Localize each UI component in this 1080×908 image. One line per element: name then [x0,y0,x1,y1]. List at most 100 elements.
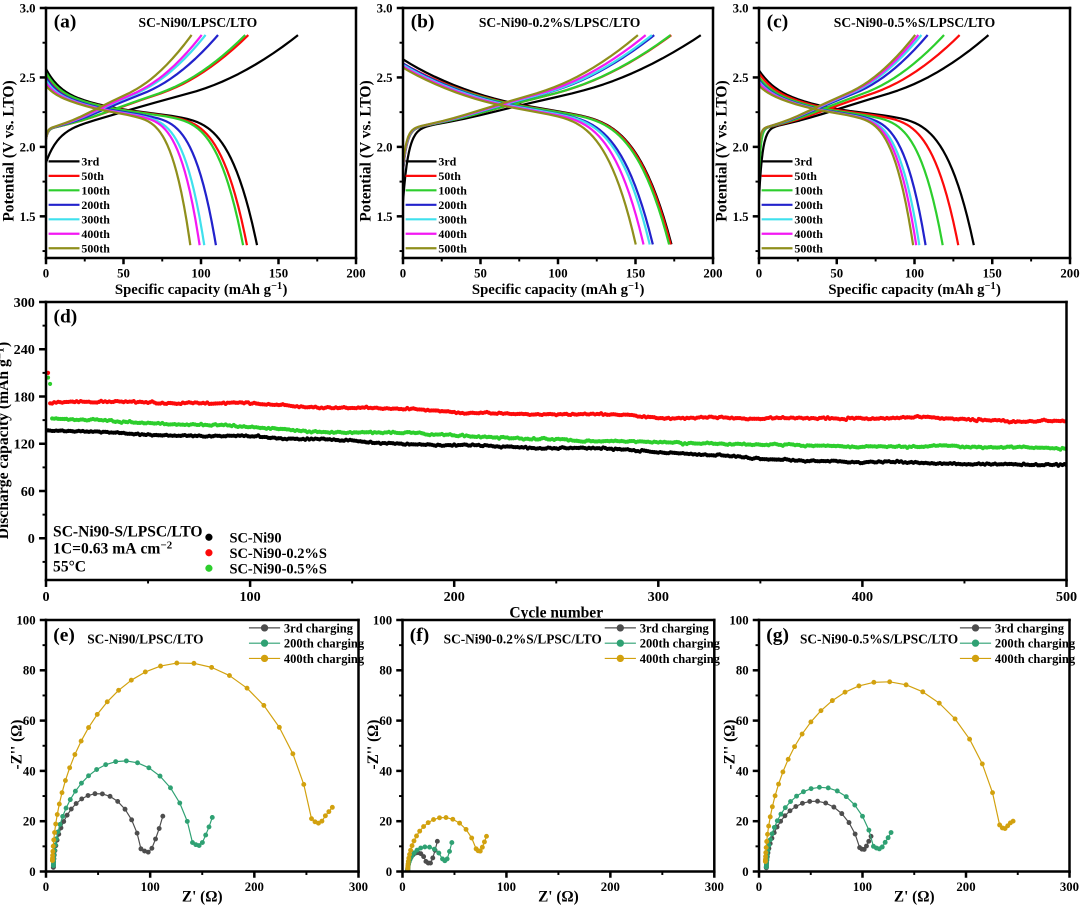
svg-text:200: 200 [346,266,365,280]
svg-text:Potential (V vs. LTO): Potential (V vs. LTO) [1,80,18,221]
svg-text:(f): (f) [410,625,429,646]
svg-text:100th: 100th [438,184,467,198]
svg-text:S p e c: S p e c i f i c c a p a c i t y ( m A h [828,269,1006,299]
svg-text:100: 100 [16,613,35,627]
svg-text:400th charging: 400th charging [284,652,365,666]
svg-text:200: 200 [444,589,465,605]
svg-text:3.0: 3.0 [733,1,749,15]
svg-text:300th: 300th [438,212,467,226]
svg-text:100th: 100th [794,184,823,198]
svg-text:SC-Ni90-S/LPSC/LTO: SC-Ni90-S/LPSC/LTO [53,523,202,540]
svg-text:1.5: 1.5 [733,210,749,224]
svg-text:100: 100 [548,266,567,280]
svg-text:300: 300 [705,880,724,894]
svg-text:0: 0 [42,589,49,605]
svg-text:SC-Ni90-0.2%S: SC-Ni90-0.2%S [229,546,326,562]
svg-text:SC-Ni90: SC-Ni90 [229,530,281,546]
svg-text:100: 100 [239,589,260,605]
svg-text:0: 0 [756,880,762,894]
svg-text:300: 300 [349,880,368,894]
svg-text:150: 150 [626,266,645,280]
svg-text:200th charging: 200th charging [640,637,721,651]
svg-text:200th: 200th [438,198,467,212]
svg-text:400: 400 [852,589,873,605]
svg-text:S p e c: S p e c i f i c c a p a c i t y ( m A h [115,269,293,299]
svg-text:2.0: 2.0 [733,140,749,154]
svg-text:400th: 400th [438,227,467,241]
svg-text:3rd charging: 3rd charging [640,621,710,635]
svg-text:80: 80 [23,664,36,678]
svg-text:80: 80 [379,664,392,678]
svg-text:500th: 500th [438,241,467,255]
svg-text:20: 20 [736,815,749,829]
svg-text:0: 0 [386,865,392,879]
svg-text:40: 40 [736,764,749,778]
svg-text:(g): (g) [766,625,789,646]
svg-text:100: 100 [141,880,160,894]
svg-text:60: 60 [379,714,392,728]
svg-text:100: 100 [191,266,210,280]
svg-text:SC-Ni90-0.5%S: SC-Ni90-0.5%S [229,561,326,577]
svg-text:Z' (Ω): Z' (Ω) [538,888,579,905]
svg-text:100: 100 [497,880,516,894]
svg-text:1 C = 0: 1 C = 0 . 6 3 m A c m − 2 [53,528,172,558]
svg-text:SC-Ni90-0.5%S/LPSC/LTO: SC-Ni90-0.5%S/LPSC/LTO [800,631,958,646]
svg-text:3rd charging: 3rd charging [995,621,1065,635]
svg-text:-Z'' (Ω): -Z'' (Ω) [722,720,739,770]
svg-text:Potential (V vs. LTO): Potential (V vs. LTO) [714,80,731,221]
svg-text:200th charging: 200th charging [995,637,1076,651]
svg-text:80: 80 [736,664,749,678]
svg-text:400th: 400th [794,227,823,241]
svg-text:300: 300 [648,589,669,605]
svg-text:Z' (Ω): Z' (Ω) [894,888,935,905]
svg-text:400th charging: 400th charging [640,652,721,666]
svg-text:200th: 200th [81,198,110,212]
svg-text:300: 300 [1060,880,1079,894]
svg-text:-Z'' (Ω): -Z'' (Ω) [365,720,382,770]
svg-text:3rd: 3rd [81,155,99,169]
svg-text:2.0: 2.0 [20,140,36,154]
svg-text:Potential (V vs. LTO): Potential (V vs. LTO) [358,80,375,221]
svg-text:200: 200 [956,880,975,894]
svg-text:3rd: 3rd [438,155,456,169]
svg-text:SC-Ni90-0.2%S/LPSC/LTO: SC-Ni90-0.2%S/LPSC/LTO [444,631,602,646]
svg-text:200th charging: 200th charging [284,637,365,651]
svg-text:20: 20 [379,815,392,829]
svg-text:100th: 100th [81,184,110,198]
svg-text:0: 0 [29,865,35,879]
svg-text:50th: 50th [438,169,461,183]
svg-text:200: 200 [703,266,722,280]
svg-text:400th: 400th [81,227,110,241]
svg-text:500th: 500th [81,241,110,255]
svg-text:400th charging: 400th charging [995,652,1076,666]
svg-text:180: 180 [14,389,35,405]
svg-text:3rd charging: 3rd charging [284,621,354,635]
svg-text:0: 0 [43,266,49,280]
svg-text:SC-Ni90/LPSC/LTO: SC-Ni90/LPSC/LTO [139,15,258,30]
svg-text:0: 0 [399,880,405,894]
svg-text:50: 50 [117,266,130,280]
svg-text:60: 60 [23,714,36,728]
svg-text:1.5: 1.5 [377,210,393,224]
svg-text:500th: 500th [794,241,823,255]
svg-text:2.5: 2.5 [20,71,36,85]
svg-text:150: 150 [983,266,1002,280]
svg-text:300th: 300th [81,212,110,226]
svg-text:1.5: 1.5 [20,210,36,224]
svg-text:50th: 50th [794,169,817,183]
svg-text:(e): (e) [53,625,75,646]
svg-text:50: 50 [830,266,843,280]
svg-text:200th: 200th [794,198,823,212]
svg-text:0: 0 [742,865,748,879]
svg-text:50th: 50th [81,169,104,183]
svg-text:SC-Ni90-0.2%S/LPSC/LTO: SC-Ni90-0.2%S/LPSC/LTO [479,15,640,30]
svg-text:120: 120 [14,437,35,453]
svg-text:300: 300 [14,295,35,311]
svg-text:2.0: 2.0 [377,140,393,154]
svg-text:(a): (a) [54,11,77,32]
svg-text:SC-Ni90-0.5%S/LPSC/LTO: SC-Ni90-0.5%S/LPSC/LTO [834,15,995,30]
svg-text:240: 240 [14,342,35,358]
svg-text:60: 60 [736,714,749,728]
svg-text:150: 150 [269,266,288,280]
svg-text:55°C: 55°C [53,558,86,575]
